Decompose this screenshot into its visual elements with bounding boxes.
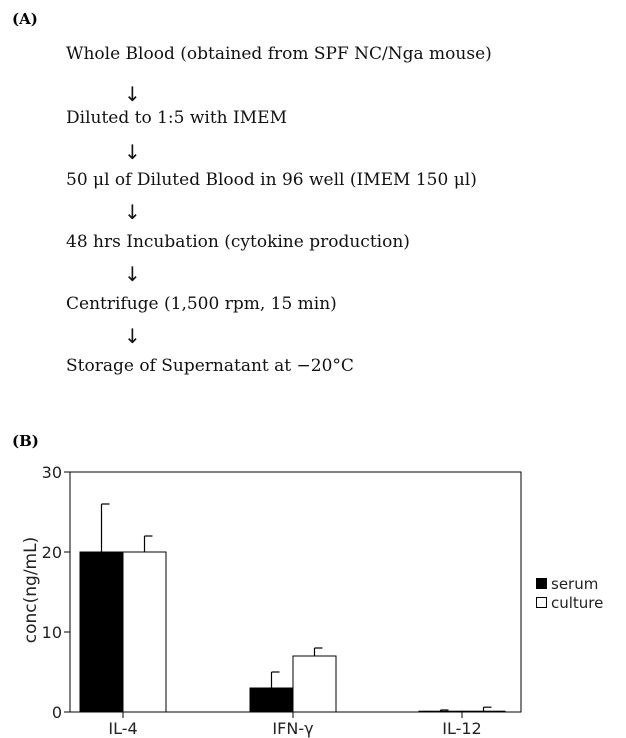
y-tick-label: 10 xyxy=(42,623,62,642)
bar-serum-2 xyxy=(249,687,294,713)
legend-label-serum: serum xyxy=(551,574,599,593)
down-arrow-icon: ↓ xyxy=(124,200,141,224)
flow-step-plating: 50 μl of Diluted Blood in 96 well (IMEM … xyxy=(66,170,477,190)
flow-step-incubation: 48 hrs Incubation (cytokine production) xyxy=(66,232,410,252)
chart-legend: serum culture xyxy=(536,574,603,612)
y-tick-label: 0 xyxy=(52,703,62,722)
legend-label-culture: culture xyxy=(551,593,604,612)
bar-chart: 0 10 20 30 IL-4 IFN-γ IL-12 conc(ng/mL) xyxy=(21,463,522,738)
x-tick-label: IL-12 xyxy=(442,719,481,738)
bar-culture-1 xyxy=(122,551,167,713)
flow-step-centrifuge: Centrifuge (1,500 rpm, 15 min) xyxy=(66,294,337,314)
flow-step-storage: Storage of Supernatant at −20°C xyxy=(66,356,354,376)
x-tick-label: IFN-γ xyxy=(272,719,313,738)
panel-a-label: (A) xyxy=(12,10,38,28)
down-arrow-icon: ↓ xyxy=(124,140,141,164)
bar-culture-3 xyxy=(461,710,506,713)
legend-item-culture: culture xyxy=(536,593,603,612)
bar-serum-3 xyxy=(418,710,463,713)
flow-step-dilution: Diluted to 1:5 with IMEM xyxy=(66,108,287,128)
bar-culture-2 xyxy=(292,655,337,713)
y-tick-label: 20 xyxy=(42,543,62,562)
down-arrow-icon: ↓ xyxy=(124,262,141,286)
flow-step-whole-blood: Whole Blood (obtained from SPF NC/Nga mo… xyxy=(66,44,492,64)
y-tick-label: 30 xyxy=(42,463,62,482)
chart-bars xyxy=(79,503,506,713)
down-arrow-icon: ↓ xyxy=(124,324,141,348)
down-arrow-icon: ↓ xyxy=(124,82,141,106)
legend-swatch-serum xyxy=(536,578,547,589)
bar-serum-1 xyxy=(79,551,124,713)
panel-b-label: (B) xyxy=(12,432,39,450)
y-axis-label: conc(ng/mL) xyxy=(21,537,41,643)
legend-item-serum: serum xyxy=(536,574,603,593)
x-tick-label: IL-4 xyxy=(108,719,137,738)
legend-swatch-culture xyxy=(536,597,547,608)
